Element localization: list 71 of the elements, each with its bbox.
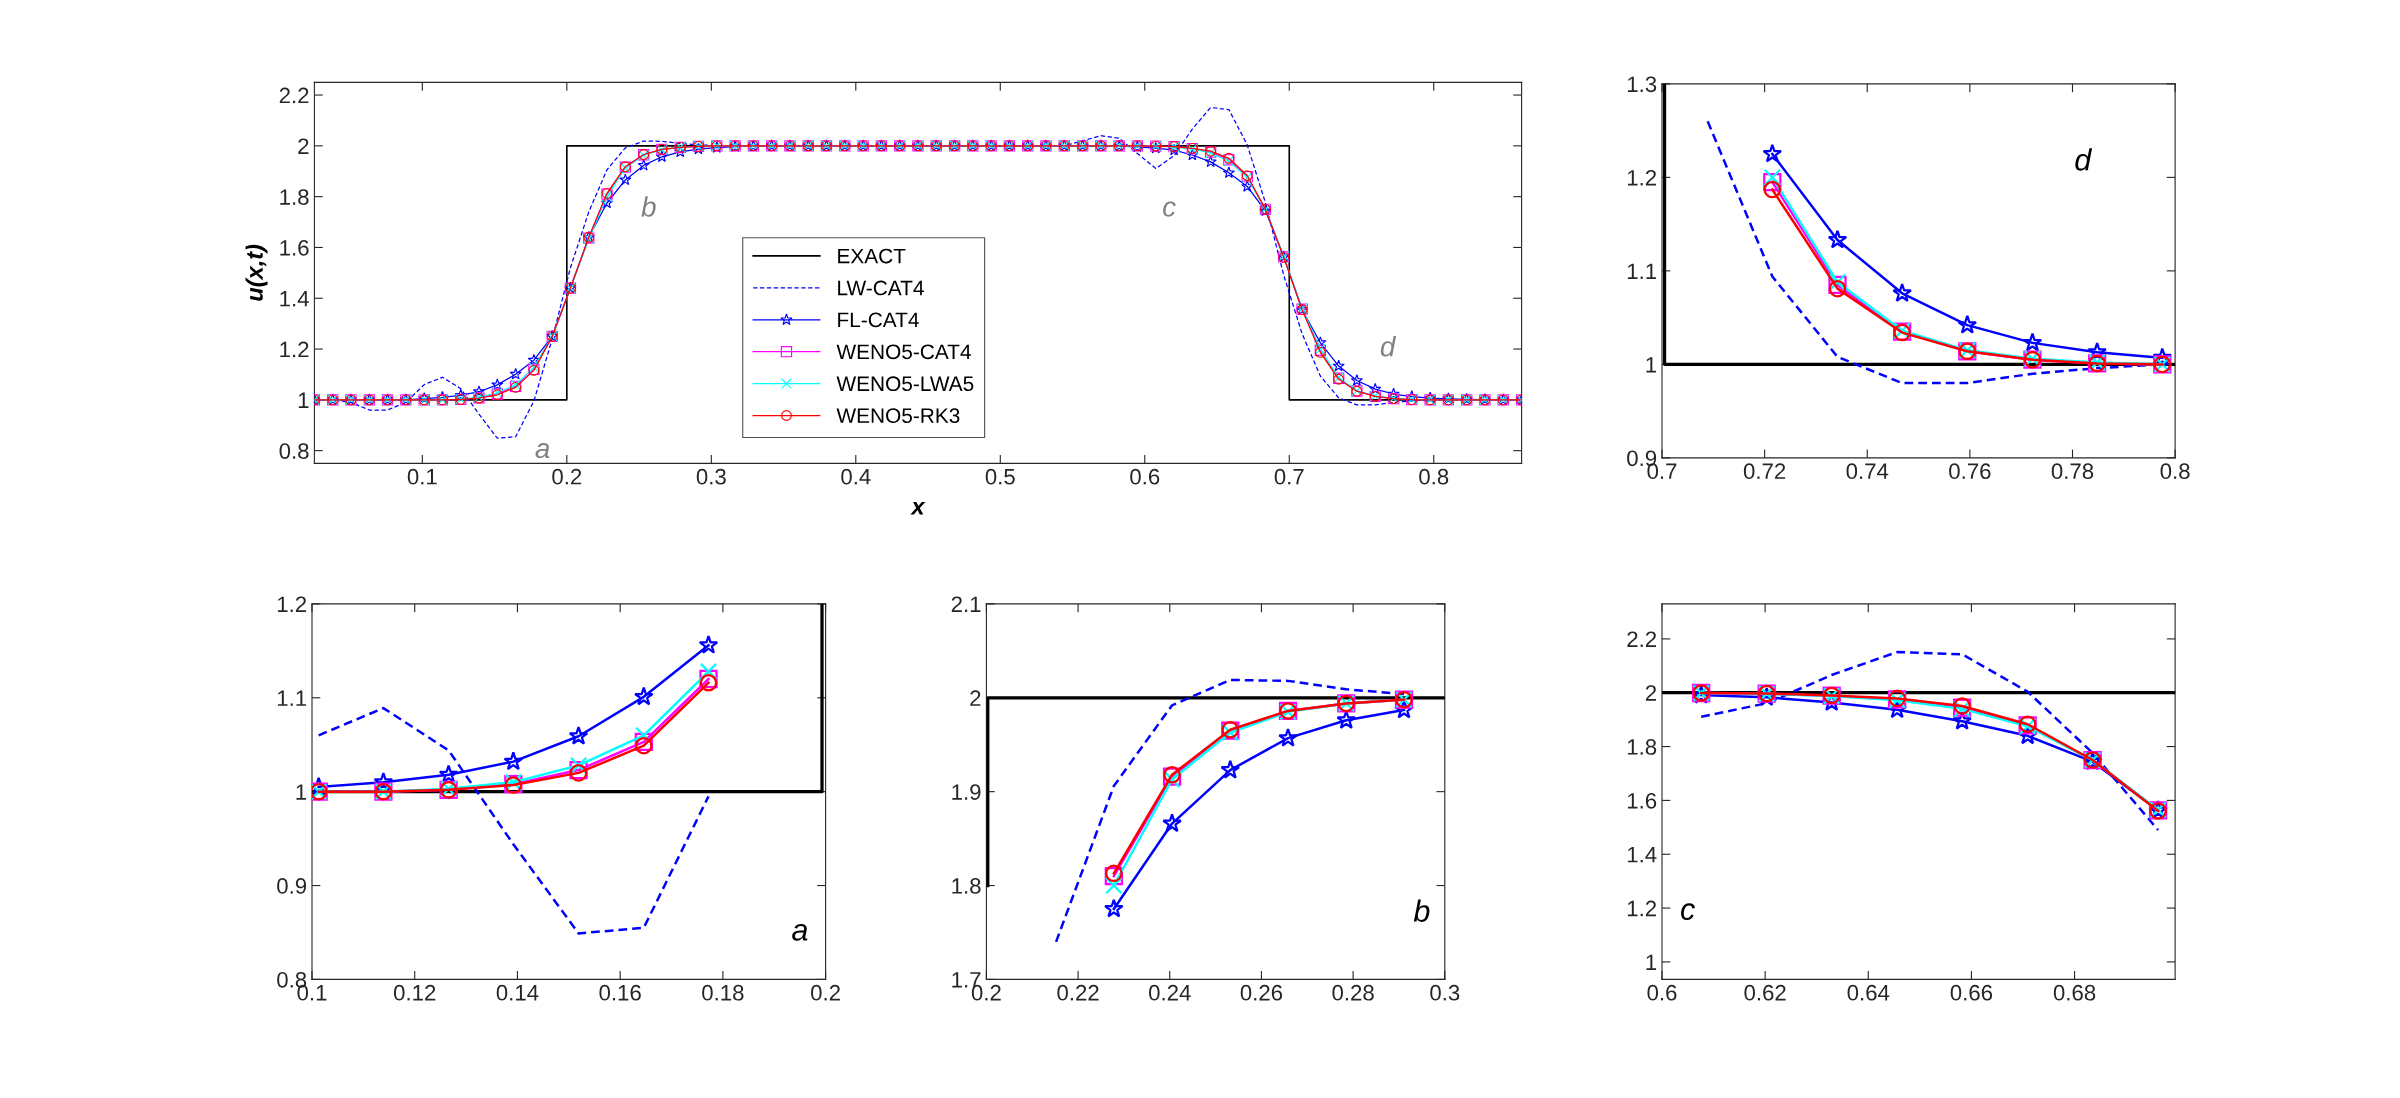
y-tick-label: 1 <box>296 784 307 800</box>
x-tick-label: 0.4 <box>841 468 871 485</box>
x-tick-label: 0.7 <box>1274 468 1304 485</box>
y-tick-label: 2.2 <box>1627 631 1657 647</box>
annotation: b <box>1413 899 1430 922</box>
y-tick-label: 1.2 <box>1627 900 1657 917</box>
y-tick-label: 1 <box>298 392 309 408</box>
y-tick-label: 1.2 <box>280 341 309 358</box>
annotation: a <box>535 443 550 459</box>
x-tick-label: 0.2 <box>811 984 840 1001</box>
legend-label: WENO5-LWA5 <box>836 376 974 392</box>
legend-label: FL-CAT4 <box>838 312 919 328</box>
y-axis-title: u(x,t) <box>245 244 268 301</box>
y-tick-label: 1 <box>1646 954 1657 970</box>
x-tick-label: 0.8 <box>2160 463 2190 480</box>
annotation: c <box>1681 903 1695 921</box>
x-axis-title: x <box>910 501 926 515</box>
y-tick-label: 1.8 <box>952 878 981 894</box>
y-tick-label: 0.9 <box>277 878 307 894</box>
x-tick-label: 0.1 <box>407 468 437 485</box>
y-tick-label: 1 <box>1646 357 1657 373</box>
y-tick-label: 1.2 <box>1627 169 1657 186</box>
x-tick-label: 0.14 <box>496 984 539 1001</box>
annotation: b <box>641 196 656 217</box>
y-tick-label: 1.8 <box>280 189 309 205</box>
y-tick-label: 0.8 <box>279 443 309 459</box>
legend-label: EXACT <box>838 248 906 264</box>
x-tick-label: 0.26 <box>1240 984 1283 1001</box>
x-tick-label: 0.66 <box>1950 984 1993 1001</box>
x-tick-label: 0.6 <box>1130 468 1160 485</box>
annotation: a <box>792 923 808 941</box>
y-tick-label: 1.3 <box>1627 76 1657 93</box>
x-tick-label: 0.24 <box>1149 984 1191 1001</box>
y-tick-label: 1.1 <box>277 690 307 706</box>
x-tick-label: 0.3 <box>1430 984 1460 1001</box>
x-tick-label: 0.68 <box>2053 984 2096 1001</box>
x-tick-label: 0.18 <box>702 984 744 1001</box>
annotation: d <box>2075 148 2093 171</box>
legend-label: LW-CAT4 <box>838 280 924 296</box>
y-tick-label: 2 <box>298 138 309 154</box>
y-tick-label: 1.1 <box>1627 263 1657 279</box>
x-tick-label: 0.6 <box>1647 984 1677 1001</box>
y-tick-label: 1.6 <box>280 239 309 256</box>
x-tick-label: 0.28 <box>1332 984 1374 1001</box>
legend-label: WENO5-RK3 <box>836 408 960 424</box>
x-tick-label: 0.62 <box>1744 984 1786 1001</box>
annotation: d <box>1380 336 1397 357</box>
x-tick-label: 0.5 <box>985 468 1015 485</box>
y-tick-label: 1.4 <box>1627 847 1657 863</box>
y-tick-label: 1.6 <box>1627 792 1657 809</box>
y-tick-label: 2.1 <box>951 596 981 612</box>
x-tick-label: 0.76 <box>1949 463 1991 480</box>
annotation: c <box>1163 201 1176 217</box>
x-tick-label: 0.74 <box>1846 463 1889 480</box>
y-tick-label: 2 <box>970 690 981 706</box>
y-tick-label: 1.4 <box>280 291 309 307</box>
x-tick-label: 0.22 <box>1057 984 1099 1001</box>
x-tick-label: 0.8 <box>1419 468 1449 485</box>
x-tick-label: 0.78 <box>2051 463 2094 480</box>
x-tick-label: 0.2 <box>552 468 582 485</box>
y-tick-label: 2.2 <box>279 87 309 104</box>
x-tick-label: 0.16 <box>599 984 641 1001</box>
x-tick-label: 0.12 <box>393 984 436 1001</box>
y-tick-label: 2 <box>1645 685 1657 701</box>
y-tick-label: 1.8 <box>1627 739 1657 755</box>
x-tick-label: 0.72 <box>1743 463 1786 480</box>
y-tick-label: 1.9 <box>952 784 981 800</box>
legend-label: WENO5-CAT4 <box>836 344 971 360</box>
x-tick-label: 0.64 <box>1847 984 1890 1001</box>
x-tick-label: 0.3 <box>696 468 726 485</box>
y-tick-label: 1.2 <box>277 596 307 612</box>
